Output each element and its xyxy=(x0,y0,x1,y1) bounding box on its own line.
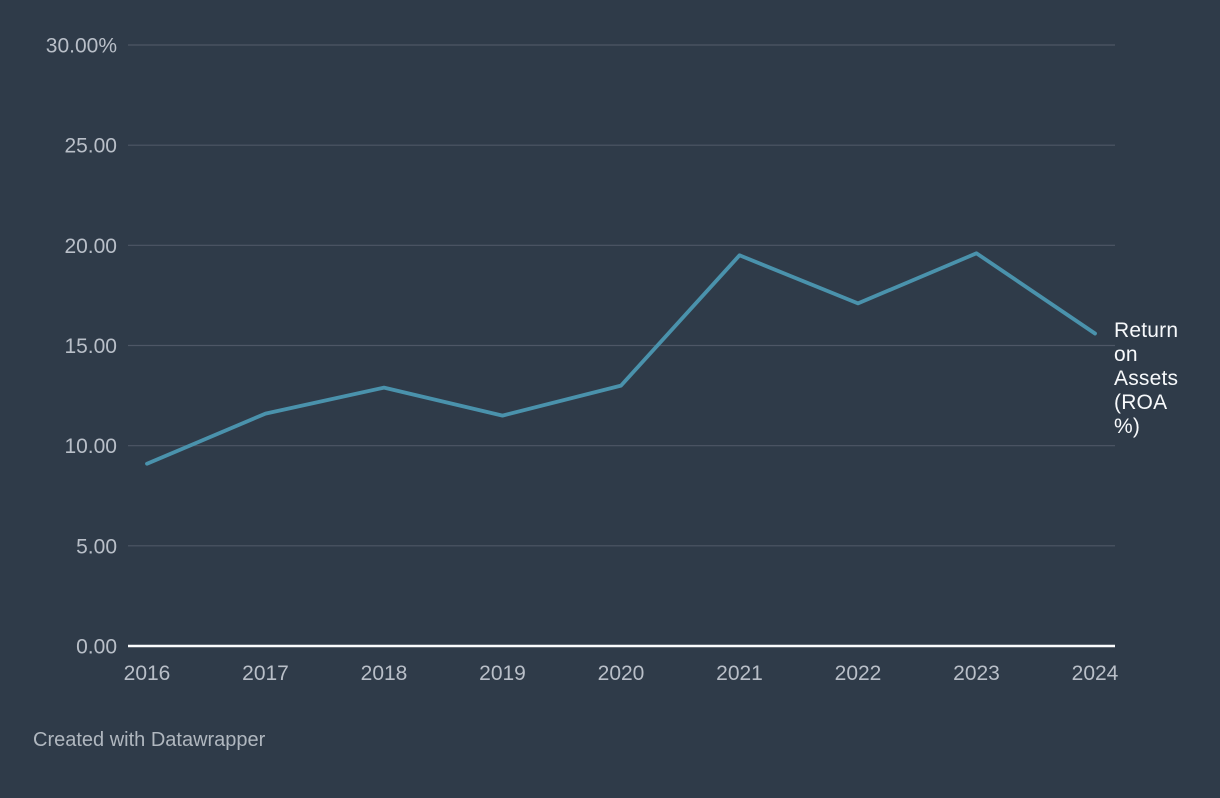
x-tick-label: 2023 xyxy=(953,662,1000,685)
roa-data-line xyxy=(145,251,1097,466)
y-tick-label: 15.00 xyxy=(64,335,117,358)
y-tick-label: 5.00 xyxy=(76,535,117,558)
y-tick-label: 10.00 xyxy=(64,435,117,458)
x-tick-label: 2016 xyxy=(124,662,171,685)
x-tick-label: 2018 xyxy=(361,662,408,685)
attribution-text: Created with Datawrapper xyxy=(33,729,266,751)
y-tick-label: 25.00 xyxy=(64,135,117,158)
y-tick-label: 30.00% xyxy=(46,35,117,58)
x-tick-label: 2021 xyxy=(716,662,763,685)
x-tick-label: 2017 xyxy=(242,662,289,685)
y-tick-label: 0.00 xyxy=(76,636,117,659)
x-tick-label: 2019 xyxy=(479,662,526,685)
series-label: Return on Assets (ROA %) xyxy=(1114,319,1179,438)
y-tick-label: 20.00 xyxy=(64,235,117,258)
x-tick-label: 2020 xyxy=(598,662,645,685)
x-tick-label: 2024 xyxy=(1072,662,1119,685)
x-tick-label: 2022 xyxy=(835,662,882,685)
